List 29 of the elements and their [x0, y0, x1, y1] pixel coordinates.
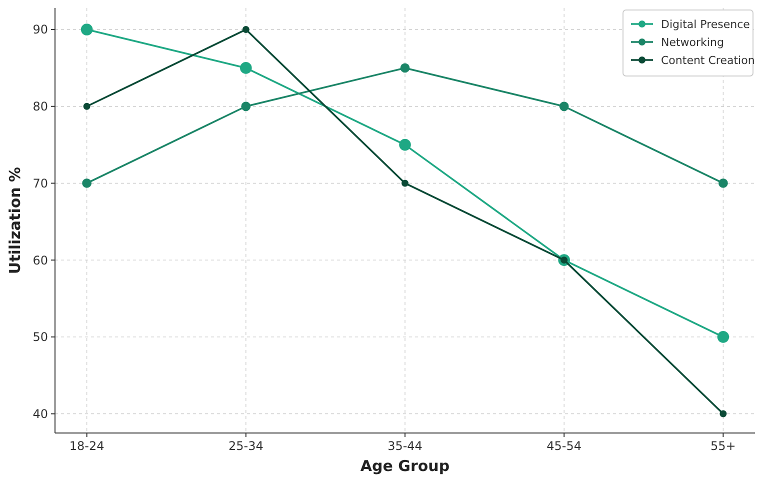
x-tick-label: 25-34 [228, 439, 264, 453]
y-tick-label: 40 [32, 406, 48, 421]
x-tick-label: 55+ [710, 439, 736, 453]
y-tick-label: 80 [32, 100, 48, 114]
point [399, 138, 411, 151]
x-axis-title: Age Group [360, 457, 450, 475]
legend-label: Networking [661, 36, 724, 49]
y-tick-label: 90 [32, 22, 48, 37]
x-tick-label: 18-24 [69, 439, 104, 453]
legend-label: Digital Presence [661, 18, 750, 31]
point [402, 180, 408, 187]
point [83, 102, 90, 110]
y-tick-label: 60 [32, 253, 48, 268]
point [82, 178, 92, 188]
point [400, 63, 410, 73]
y-axis-title: Utilization % [6, 166, 24, 274]
y-tick-label: 50 [32, 330, 48, 344]
point [717, 331, 730, 343]
point [80, 24, 93, 36]
point [242, 26, 250, 34]
point [241, 102, 251, 112]
point [240, 62, 252, 74]
y-tick-label: 70 [32, 176, 48, 190]
legend-label: Content Creation [661, 54, 755, 67]
point [718, 178, 728, 188]
point [720, 410, 727, 418]
x-tick-label: 35-44 [388, 439, 422, 453]
point [559, 102, 569, 112]
x-tick-label: 45-54 [546, 439, 582, 453]
